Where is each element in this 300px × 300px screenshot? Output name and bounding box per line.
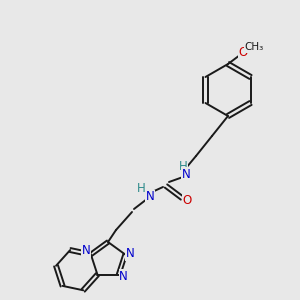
Text: O: O — [182, 194, 192, 208]
Text: N: N — [119, 270, 128, 283]
Text: N: N — [82, 244, 90, 257]
Text: H: H — [178, 160, 188, 173]
Text: O: O — [238, 46, 247, 59]
Text: CH₃: CH₃ — [244, 42, 264, 52]
Text: H: H — [136, 182, 146, 194]
Text: N: N — [146, 190, 154, 203]
Text: N: N — [82, 248, 90, 261]
Text: N: N — [182, 167, 190, 181]
Text: N: N — [126, 247, 134, 260]
